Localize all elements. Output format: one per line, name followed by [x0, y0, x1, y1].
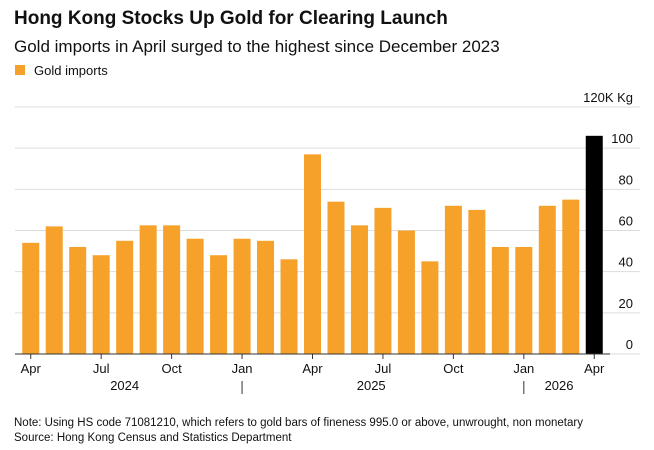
note: Note: Using HS code 71081210, which refe… [14, 417, 583, 429]
y-tick-label: 0 [626, 337, 633, 352]
source: Source: Hong Kong Census and Statistics … [14, 432, 292, 444]
x-tick-label: Oct [443, 361, 464, 376]
bar [538, 205, 556, 354]
bar [421, 261, 439, 354]
y-tick-label: 60 [619, 214, 633, 229]
bar [186, 238, 204, 354]
legend-swatch [15, 65, 25, 75]
legend-label: Gold imports [34, 63, 108, 78]
bar [280, 259, 298, 354]
bar [92, 255, 110, 354]
x-tick-label: Jan [232, 361, 253, 376]
y-tick-label: 120K Kg [583, 90, 633, 105]
x-tick-label: Apr [584, 361, 605, 376]
bar [116, 240, 134, 354]
y-tick-label: 80 [619, 172, 633, 187]
year-label: 2026 [545, 378, 574, 393]
bar [257, 240, 275, 354]
chart-title: Hong Kong Stocks Up Gold for Clearing La… [14, 8, 448, 29]
bar [515, 246, 533, 354]
bar [444, 205, 462, 354]
x-tick-label: Apr [21, 361, 42, 376]
bar [491, 246, 509, 354]
y-tick-label: 40 [619, 255, 633, 270]
bar [585, 135, 603, 354]
bar [233, 238, 251, 354]
year-label: 2025 [357, 378, 386, 393]
x-tick-label: Jul [93, 361, 110, 376]
bar [374, 207, 392, 354]
bar [562, 199, 580, 354]
bar [163, 225, 181, 354]
x-tick-label: Jan [513, 361, 534, 376]
x-tick-label: Apr [302, 361, 323, 376]
bar [69, 246, 87, 354]
bar [139, 225, 157, 354]
x-tick-label: Jul [375, 361, 392, 376]
bar [304, 154, 321, 354]
bar [397, 230, 415, 354]
y-tick-label: 20 [619, 296, 633, 311]
bar [210, 255, 228, 354]
y-tick-label: 100 [611, 131, 633, 146]
bar [327, 201, 345, 354]
bar [350, 225, 368, 354]
bar [45, 226, 63, 354]
x-tick-label: Oct [162, 361, 183, 376]
year-label: 2024 [110, 378, 139, 393]
chart-subtitle: Gold imports in April surged to the high… [14, 37, 500, 56]
bar [22, 242, 40, 354]
bar [468, 209, 486, 354]
